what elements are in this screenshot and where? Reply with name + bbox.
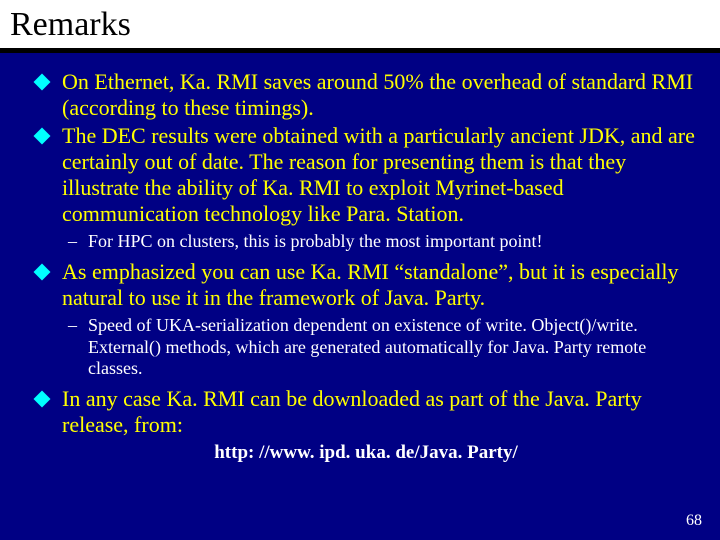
sub-list: For HPC on clusters, this is probably th… (62, 231, 698, 253)
bullet-item: In any case Ka. RMI can be downloaded as… (34, 386, 698, 438)
diamond-icon (34, 74, 51, 91)
footer-url: http: //www. ipd. uka. de/Java. Party/ (34, 442, 698, 464)
bullet-text: On Ethernet, Ka. RMI saves around 50% th… (62, 69, 693, 120)
diamond-icon (34, 263, 51, 280)
sub-item: Speed of UKA-serialization dependent on … (62, 315, 698, 381)
bullet-text: As emphasized you can use Ka. RMI “stand… (62, 259, 678, 310)
sub-list: Speed of UKA-serialization dependent on … (62, 315, 698, 381)
diamond-icon (34, 127, 51, 144)
bullet-text: In any case Ka. RMI can be downloaded as… (62, 386, 642, 437)
bullet-item: On Ethernet, Ka. RMI saves around 50% th… (34, 69, 698, 121)
slide: Remarks On Ethernet, Ka. RMI saves aroun… (0, 0, 720, 464)
bullet-list: On Ethernet, Ka. RMI saves around 50% th… (34, 69, 698, 438)
slide-title: Remarks (0, 0, 720, 53)
bullet-item: The DEC results were obtained with a par… (34, 123, 698, 253)
bullet-text: The DEC results were obtained with a par… (62, 123, 695, 226)
slide-content: On Ethernet, Ka. RMI saves around 50% th… (22, 53, 698, 464)
sub-item: For HPC on clusters, this is probably th… (62, 231, 698, 253)
sub-text: For HPC on clusters, this is probably th… (88, 231, 542, 251)
diamond-icon (34, 391, 51, 408)
page-number: 68 (686, 512, 702, 530)
sub-text: Speed of UKA-serialization dependent on … (88, 315, 646, 379)
bullet-item: As emphasized you can use Ka. RMI “stand… (34, 259, 698, 381)
